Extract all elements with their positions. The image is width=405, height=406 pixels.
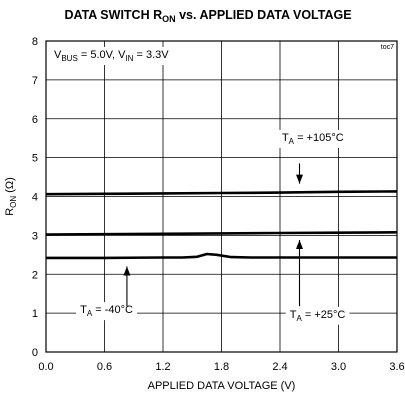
series-line-25c (45, 231, 398, 236)
x-tick-label: 1.8 (214, 361, 229, 373)
x-tick-label: 1.2 (155, 361, 170, 373)
annotation-25c: TA = +25°C (285, 306, 350, 325)
x-tick-label: 3.0 (331, 361, 346, 373)
annotation-minus40c: TA = -40°C (76, 302, 138, 321)
svg-text:TA = -40°C: TA = -40°C (80, 304, 133, 318)
y-tick-label: 4 (32, 192, 38, 204)
x-tick-label: 3.6 (389, 361, 404, 373)
svg-text:TA = +105°C: TA = +105°C (282, 132, 344, 146)
chart-title: DATA SWITCH RON vs. APPLIED DATA VOLTAGE (64, 8, 351, 24)
arrow-25c-head (296, 240, 303, 250)
y-tick-label: 7 (32, 75, 38, 87)
y-tick-label: 2 (32, 269, 38, 281)
series-line-minus40c (46, 252, 397, 260)
x-tick-label: 0.0 (38, 361, 53, 373)
figure-id: toc7 (381, 44, 394, 51)
y-tick-labels: 0 1 2 3 4 5 6 7 8 (32, 36, 38, 359)
x-tick-label: 0.6 (97, 361, 112, 373)
x-axis-label: APPLIED DATA VOLTAGE (V) (148, 380, 296, 392)
y-tick-label: 1 (32, 308, 38, 320)
annotation-arrows (123, 163, 303, 307)
y-tick-label: 3 (32, 230, 38, 242)
x-tick-labels: 0.0 0.6 1.2 1.8 2.4 3.0 3.6 (38, 361, 404, 373)
y-axis-label: RON (Ω) (4, 177, 18, 216)
svg-text:VBUS = 5.0V, VIN = 3.3V: VBUS = 5.0V, VIN = 3.3V (54, 49, 169, 63)
y-tick-label: 5 (32, 153, 38, 165)
y-tick-label: 8 (32, 36, 38, 48)
plot-frame (45, 40, 398, 353)
conditions-label: VBUS = 5.0V, VIN = 3.3V (51, 47, 173, 65)
arrow-105c-head (296, 174, 303, 184)
svg-text:TA = +25°C: TA = +25°C (290, 309, 346, 323)
arrow-minus40c-head (123, 266, 131, 276)
x-tick-label: 2.4 (272, 361, 287, 373)
y-tick-label: 0 (32, 347, 38, 359)
series-group (45, 190, 398, 260)
y-tick-label: 6 (32, 114, 38, 126)
series-line-105c (45, 190, 398, 196)
annotation-105c: TA = +105°C (277, 129, 348, 148)
